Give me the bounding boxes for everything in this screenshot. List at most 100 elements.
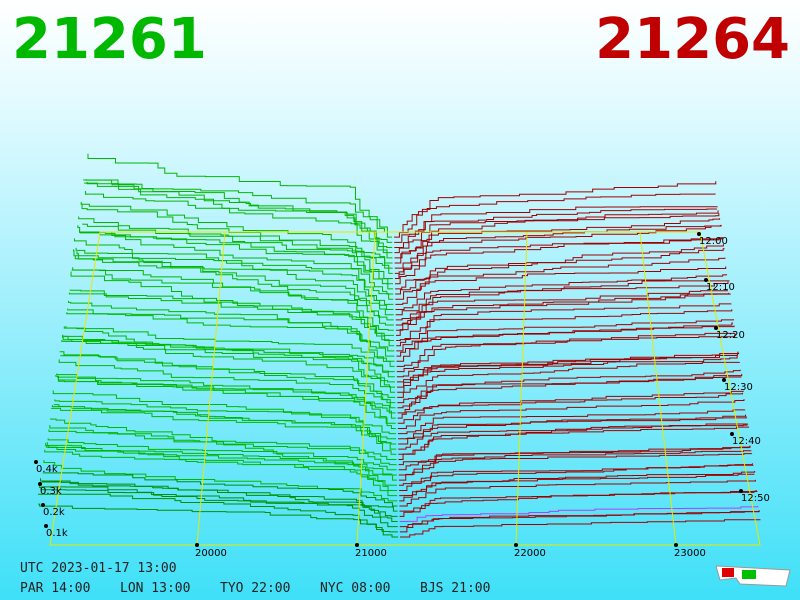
bid-depth-line (45, 445, 397, 486)
bid-depth-line (65, 325, 395, 367)
ask-depth-line (399, 510, 760, 533)
ask-depth-line (398, 426, 750, 460)
price-label: 23000 (674, 548, 706, 559)
depth-label: 0.1k (46, 528, 68, 539)
ask-depth-line (397, 369, 741, 404)
axis-dot (195, 543, 199, 547)
ask-depth-line (394, 213, 720, 259)
ask-depth-line (395, 288, 728, 316)
bid-depth-line (75, 247, 394, 305)
bid-depth-line (80, 201, 393, 274)
ask-depth-line (399, 505, 759, 522)
axis-dot (739, 489, 743, 493)
bid-depth-line (73, 249, 394, 321)
ask-depth-line (398, 450, 752, 476)
bid-depth-line (85, 179, 393, 243)
ask-depth-line (394, 218, 721, 264)
ask-depth-line (399, 510, 759, 528)
time-label: 12:00 (699, 236, 728, 247)
axis-dot (38, 482, 42, 486)
floor-grid-line (515, 231, 528, 546)
bid-depth-line (74, 255, 394, 311)
axis-dot (730, 432, 734, 436)
bid-depth-line (83, 179, 393, 259)
price-label: 21000 (355, 548, 387, 559)
bid-depth-line (46, 442, 397, 481)
ask-depth-line (395, 248, 725, 295)
bid-depth-line (54, 399, 396, 435)
ask-depth-line (396, 355, 738, 383)
ask-depth-line (395, 257, 726, 300)
depth-label: 0.3k (40, 486, 62, 497)
time-label: 12:50 (741, 493, 770, 504)
floor-grid-line (356, 231, 376, 546)
axis-dot (41, 503, 45, 507)
ask-depth-line (397, 399, 745, 429)
ask-price: 21264 (595, 7, 790, 72)
price-label: 22000 (514, 548, 546, 559)
bid-depth-line (67, 308, 395, 357)
ask-depth-line (395, 244, 724, 290)
ask-depth-line (394, 237, 723, 280)
ask-depth-line (398, 445, 751, 471)
ask-depth-line (396, 319, 734, 357)
price-label: 20000 (195, 548, 227, 559)
bid-depth-line (41, 481, 398, 512)
bid-depth-line (47, 438, 397, 476)
ask-depth-line (394, 181, 717, 238)
bid-price: 21261 (12, 7, 207, 72)
ask-depth-line (395, 274, 727, 311)
bid-depth-line (48, 429, 397, 471)
axis-dot (722, 378, 726, 382)
ask-depth-line (395, 237, 724, 285)
bid-depth-line (84, 191, 393, 249)
bid-depth-line (72, 267, 394, 326)
axis-dot (514, 543, 518, 547)
floor-grid-line (639, 231, 677, 546)
ask-depth-line (396, 303, 732, 342)
bid-depth-line (59, 351, 396, 404)
depth-label: 0.4k (36, 464, 58, 475)
bid-depth-line (87, 153, 392, 233)
bid-depth-line (56, 373, 396, 424)
bid-depth-line (82, 223, 393, 264)
ask-depth-line (397, 351, 739, 388)
bid-depth-line (51, 407, 397, 455)
bid-depth-line (55, 374, 396, 429)
axis-dot (44, 524, 48, 528)
ask-depth-line (397, 373, 743, 414)
zone-clock: NYC 08:00 (320, 581, 390, 596)
ask-depth-line (395, 266, 727, 305)
ask-depth-line (399, 471, 756, 502)
bid-depth-line (43, 459, 398, 502)
glasses-icon[interactable] (715, 565, 791, 587)
axis-dot (704, 278, 708, 282)
bid-depth-line (76, 251, 394, 300)
ask-depth-line (397, 352, 740, 393)
bid-depth-line (69, 289, 395, 342)
bid-depth-line (45, 442, 398, 491)
ask-depth-line (399, 464, 754, 491)
ask-depth-line (396, 325, 735, 362)
zone-clock: LON 13:00 (120, 581, 190, 596)
ask-depth-line (394, 210, 719, 254)
time-label: 12:10 (706, 282, 735, 293)
ask-depth-line (398, 453, 753, 481)
zone-clock: TYO 22:00 (220, 581, 290, 596)
time-label: 12:20 (716, 330, 745, 341)
bid-depth-line (62, 335, 395, 383)
ask-depth-line (395, 280, 730, 331)
ask-depth-line (396, 309, 733, 347)
ask-depth-line (395, 281, 729, 321)
ask-depth-line (398, 416, 747, 445)
ask-depth-line (397, 409, 746, 435)
axis-dot (674, 543, 678, 547)
bid-depth-line (40, 478, 398, 522)
bid-depth-line (39, 484, 398, 528)
bid-depth-line (78, 216, 394, 290)
ask-depth-line (396, 293, 731, 336)
ask-depth-line (398, 423, 749, 455)
bid-depth-line (40, 486, 398, 517)
